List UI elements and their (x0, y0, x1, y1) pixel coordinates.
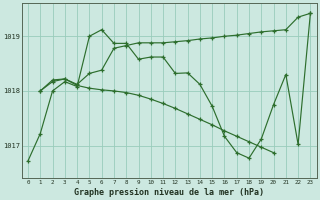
X-axis label: Graphe pression niveau de la mer (hPa): Graphe pression niveau de la mer (hPa) (74, 188, 264, 197)
